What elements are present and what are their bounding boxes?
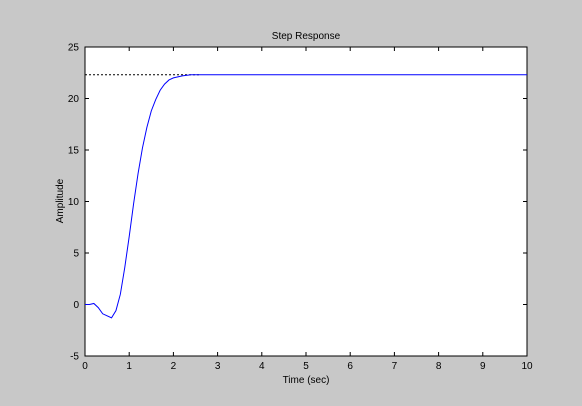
x-axis-label: Time (sec) [283, 375, 330, 386]
response-line [85, 74, 527, 319]
y-tick-label: 0 [73, 300, 79, 311]
y-tick-label: 5 [73, 249, 79, 260]
y-tick-label: 15 [68, 146, 80, 157]
x-tick-label: 7 [392, 361, 398, 372]
x-tick-label: 3 [215, 361, 221, 372]
y-tick-label: -5 [70, 352, 79, 363]
x-tick-label: 1 [126, 361, 132, 372]
x-tick-label: 8 [436, 361, 442, 372]
y-tick-label: 20 [68, 94, 80, 105]
x-tick-label: 2 [171, 361, 177, 372]
chart-title: Step Response [272, 31, 341, 42]
x-tick-label: 0 [82, 361, 88, 372]
x-tick-label: 9 [480, 361, 486, 372]
x-tick-label: 10 [521, 361, 533, 372]
plot-area [84, 46, 528, 357]
y-axis-label: Amplitude [55, 178, 66, 223]
y-tick-label: 25 [68, 43, 80, 54]
x-tick-label: 5 [303, 361, 309, 372]
x-tick-label: 4 [259, 361, 265, 372]
x-tick-label: 6 [347, 361, 353, 372]
y-tick-label: 10 [68, 197, 80, 208]
